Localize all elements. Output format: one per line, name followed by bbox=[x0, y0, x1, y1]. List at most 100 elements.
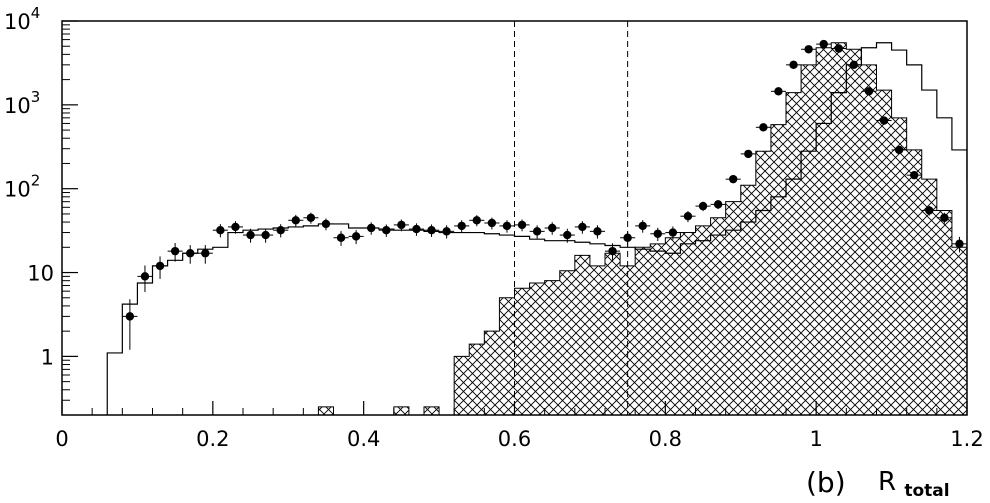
data-point-marker bbox=[276, 225, 285, 235]
data-point-marker bbox=[910, 170, 919, 180]
data-point bbox=[227, 221, 243, 234]
data-point bbox=[333, 231, 349, 246]
data-point-marker bbox=[336, 233, 346, 242]
y-tick-label: 10 bbox=[27, 262, 54, 286]
data-point bbox=[846, 60, 862, 70]
data-point-marker bbox=[653, 229, 662, 238]
data-point bbox=[589, 225, 605, 239]
x-tick-label: 0.2 bbox=[196, 427, 229, 451]
data-point bbox=[454, 220, 470, 233]
data-point bbox=[786, 60, 802, 70]
data-point bbox=[424, 224, 440, 237]
plot-area: 0 0.2 0.4 0.6 0.8 1 1.2 1 10 102 103 104 bbox=[4, 4, 984, 451]
hatched-isolated-bin bbox=[393, 406, 410, 415]
data-point bbox=[439, 225, 455, 239]
x-tick-label: 0.8 bbox=[649, 427, 682, 451]
data-point-marker bbox=[940, 213, 949, 222]
hatched-isolated-bin bbox=[317, 406, 334, 415]
x-tick-label: 1.2 bbox=[950, 427, 983, 451]
x-axis-title-main: R bbox=[878, 467, 896, 497]
data-point-marker bbox=[819, 39, 828, 49]
data-point-marker bbox=[623, 233, 632, 242]
data-point-marker bbox=[351, 232, 361, 241]
x-axis-title: R total bbox=[878, 467, 950, 501]
data-point-marker bbox=[291, 216, 300, 225]
x-axis-title-subscript: total bbox=[904, 481, 949, 501]
hatched-isolated-bin bbox=[423, 406, 440, 415]
data-point-marker bbox=[306, 213, 316, 222]
data-point-marker bbox=[548, 223, 557, 233]
data-point-marker bbox=[155, 261, 165, 271]
data-point bbox=[152, 256, 168, 279]
data-point bbox=[484, 217, 500, 230]
data-point-marker bbox=[563, 230, 572, 240]
data-point-marker bbox=[759, 123, 768, 132]
data-point bbox=[891, 145, 907, 155]
data-point bbox=[363, 222, 379, 235]
data-point-marker bbox=[246, 230, 255, 240]
data-point bbox=[876, 116, 892, 125]
cut-lines bbox=[514, 21, 629, 415]
data-point bbox=[921, 206, 937, 216]
data-point bbox=[544, 222, 560, 235]
x-tick-label: 0.4 bbox=[347, 427, 380, 451]
data-point bbox=[167, 243, 183, 262]
data-point-marker bbox=[638, 221, 647, 231]
data-point-marker bbox=[140, 272, 150, 281]
y-tick-label: 103 bbox=[4, 88, 40, 118]
data-point bbox=[906, 170, 922, 180]
data-point bbox=[529, 225, 545, 239]
data-point bbox=[182, 245, 198, 264]
data-point-marker bbox=[216, 225, 225, 235]
data-point-marker bbox=[170, 246, 180, 256]
data-point bbox=[605, 243, 621, 262]
data-point-marker bbox=[201, 249, 210, 258]
data-point bbox=[408, 223, 424, 236]
data-point-marker bbox=[321, 219, 331, 229]
data-point-marker bbox=[397, 220, 406, 230]
data-point bbox=[951, 236, 967, 253]
data-point bbox=[212, 224, 228, 238]
data-point bbox=[861, 87, 877, 96]
data-point-marker bbox=[744, 149, 753, 159]
data-point bbox=[243, 228, 259, 243]
data-point-marker bbox=[125, 312, 135, 321]
data-point-marker bbox=[774, 87, 783, 96]
data-point bbox=[348, 230, 364, 245]
data-point bbox=[318, 218, 334, 231]
data-point bbox=[710, 200, 726, 210]
data-point bbox=[801, 45, 817, 54]
data-point bbox=[288, 214, 304, 227]
data-point bbox=[303, 212, 319, 224]
data-point bbox=[197, 245, 213, 264]
data-point-marker bbox=[487, 218, 497, 228]
data-point-marker bbox=[729, 174, 738, 184]
data-point-marker bbox=[593, 227, 602, 236]
data-point-marker bbox=[608, 246, 617, 256]
y-tick-label: 102 bbox=[4, 172, 40, 202]
hatched-histogram-body bbox=[453, 42, 967, 415]
data-point-marker bbox=[457, 221, 466, 231]
data-point-marker bbox=[578, 222, 587, 232]
data-point bbox=[665, 226, 681, 240]
x-tick-label: 0.6 bbox=[498, 427, 531, 451]
total-mc-histogram-line bbox=[106, 42, 967, 415]
y-tick-label: 104 bbox=[4, 4, 40, 34]
data-point-marker bbox=[683, 211, 693, 221]
data-point-marker bbox=[894, 145, 904, 155]
data-point-marker bbox=[668, 228, 678, 237]
data-point-marker bbox=[186, 249, 195, 258]
data-point-marker bbox=[698, 201, 708, 211]
data-point-marker bbox=[834, 44, 843, 53]
data-point-marker bbox=[231, 222, 240, 232]
data-point-marker bbox=[713, 200, 723, 209]
data-point bbox=[378, 224, 394, 237]
data-point bbox=[755, 123, 771, 132]
data-point-marker bbox=[502, 221, 512, 231]
data-point bbox=[816, 39, 832, 49]
data-point bbox=[122, 299, 138, 350]
data-point-marker bbox=[472, 216, 481, 225]
data-point bbox=[273, 224, 289, 238]
data-point bbox=[680, 211, 696, 223]
panel-label: (b) bbox=[806, 466, 846, 499]
